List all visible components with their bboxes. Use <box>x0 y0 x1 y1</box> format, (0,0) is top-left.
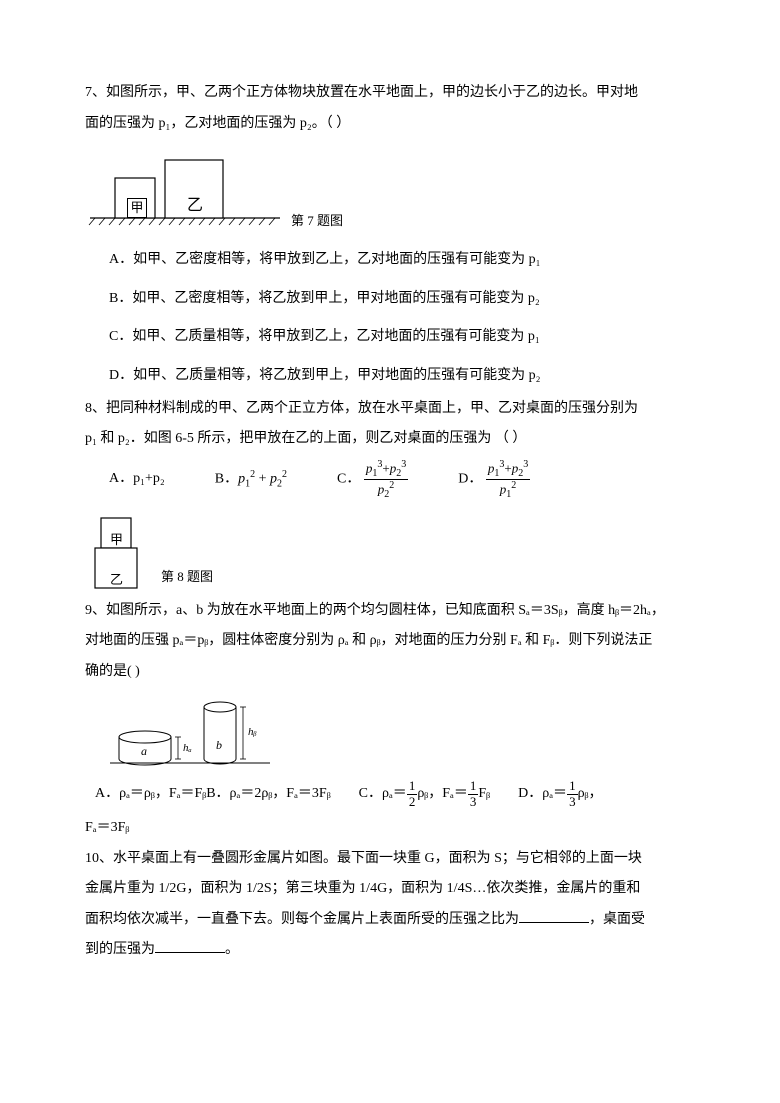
q8-line1: 8、把同种材料制成的甲、乙两个正立方体，放在水平桌面上，甲、乙对桌面的压强分别为 <box>85 396 695 423</box>
q7-opt-d: D．如甲、乙质量相等，将乙放到甲上，甲对地面的压强有可能变为 p₂ <box>109 357 695 396</box>
q7-figure-svg <box>85 143 285 233</box>
q9-figure: a hₐ b hᵦ <box>105 691 695 771</box>
q8-figure-caption: 第 8 题图 <box>161 565 213 590</box>
q8-line2: p₁ 和 p₂．如图 6-5 所示，把甲放在乙的上面，则乙对桌面的压强为 （ ） <box>85 426 695 453</box>
q7-line1: 7、如图所示，甲、乙两个正方体物块放置在水平地面上，甲的边长小于乙的边长。甲对地 <box>85 80 695 107</box>
svg-text:hₐ: hₐ <box>183 742 192 754</box>
q8-opt-d: D． p13+p23p12 <box>458 459 530 500</box>
q9-options: A．ρₐ＝ρᵦ，Fₐ＝FᵦB．ρₐ＝2ρᵦ，Fₐ＝3Fᵦ C．ρₐ＝12ρᵦ，F… <box>85 779 695 809</box>
svg-text:hᵦ: hᵦ <box>248 726 257 738</box>
q10-line3: 面积均依次减半，一直叠下去。则每个金属片上表面所受的压强之比为，桌面受 <box>85 907 695 934</box>
q8-options: A．p₁+p₂ B．p12 + p22 C． p13+p23p22 D． p13… <box>85 459 695 500</box>
q7-figure-caption: 第 7 题图 <box>291 209 343 234</box>
q8-opt-a: A．p₁+p₂ <box>109 466 165 493</box>
q7-figure: 甲 乙 第 7 题图 <box>85 143 695 233</box>
q8-figure: 甲 乙 第 8 题图 <box>85 510 695 590</box>
q7-jia-label: 甲 <box>127 198 147 218</box>
q9-opt-c: C．ρₐ＝12ρᵦ，Fₐ＝13Fᵦ <box>359 779 490 809</box>
q7-opt-a: A．如甲、乙密度相等，将甲放到乙上，乙对地面的压强有可能变为 p₁ <box>109 241 695 280</box>
q8-jia-label: 甲 <box>110 528 123 553</box>
q8-opt-b: B．p12 + p22 <box>215 465 287 493</box>
q7-yi-label: 乙 <box>187 191 203 221</box>
q7-opt-c: C．如甲、乙质量相等，将甲放到乙上，乙对地面的压强有可能变为 p₁ <box>109 318 695 357</box>
svg-text:a: a <box>141 744 147 758</box>
q9-line1: 9、如图所示，a、b 为放在水平地面上的两个均匀圆柱体，已知底面积 Sₐ＝3Sᵦ… <box>85 598 695 625</box>
q10-blank2[interactable] <box>155 938 225 953</box>
q10-line4: 到的压强为。 <box>85 937 695 964</box>
q7-opt-b: B．如甲、乙密度相等，将乙放到甲上，甲对地面的压强有可能变为 p₂ <box>109 280 695 319</box>
q9-opt-d: D．ρₐ＝13ρᵦ， <box>518 779 602 809</box>
q9-line2: 对地面的压强 pₐ＝pᵦ，圆柱体密度分别为 ρₐ 和 ρᵦ，对地面的压力分别 F… <box>85 628 695 655</box>
q10-blank1[interactable] <box>519 908 589 923</box>
q10-line1: 10、水平桌面上有一叠圆形金属片如图。最下面一块重 G，面积为 S；与它相邻的上… <box>85 846 695 873</box>
q7-line2: 面的压强为 p₁，乙对地面的压强为 p₂。（ ） <box>85 111 695 138</box>
q9-figure-svg: a hₐ b hᵦ <box>105 691 275 771</box>
svg-text:b: b <box>216 738 222 752</box>
q9-tail: Fₐ＝3Fᵦ <box>85 815 695 842</box>
q8-yi-label: 乙 <box>110 568 123 593</box>
q8-opt-c: C． p13+p23p22 <box>337 459 408 500</box>
q9-line3: 确的是( ) <box>85 659 695 686</box>
q10-line2: 金属片重为 1/2G，面积为 1/2S；第三块重为 1/4G，面积为 1/4S…… <box>85 876 695 903</box>
q9-opt-ab: A．ρₐ＝ρᵦ，Fₐ＝FᵦB．ρₐ＝2ρᵦ，Fₐ＝3Fᵦ <box>95 781 331 808</box>
